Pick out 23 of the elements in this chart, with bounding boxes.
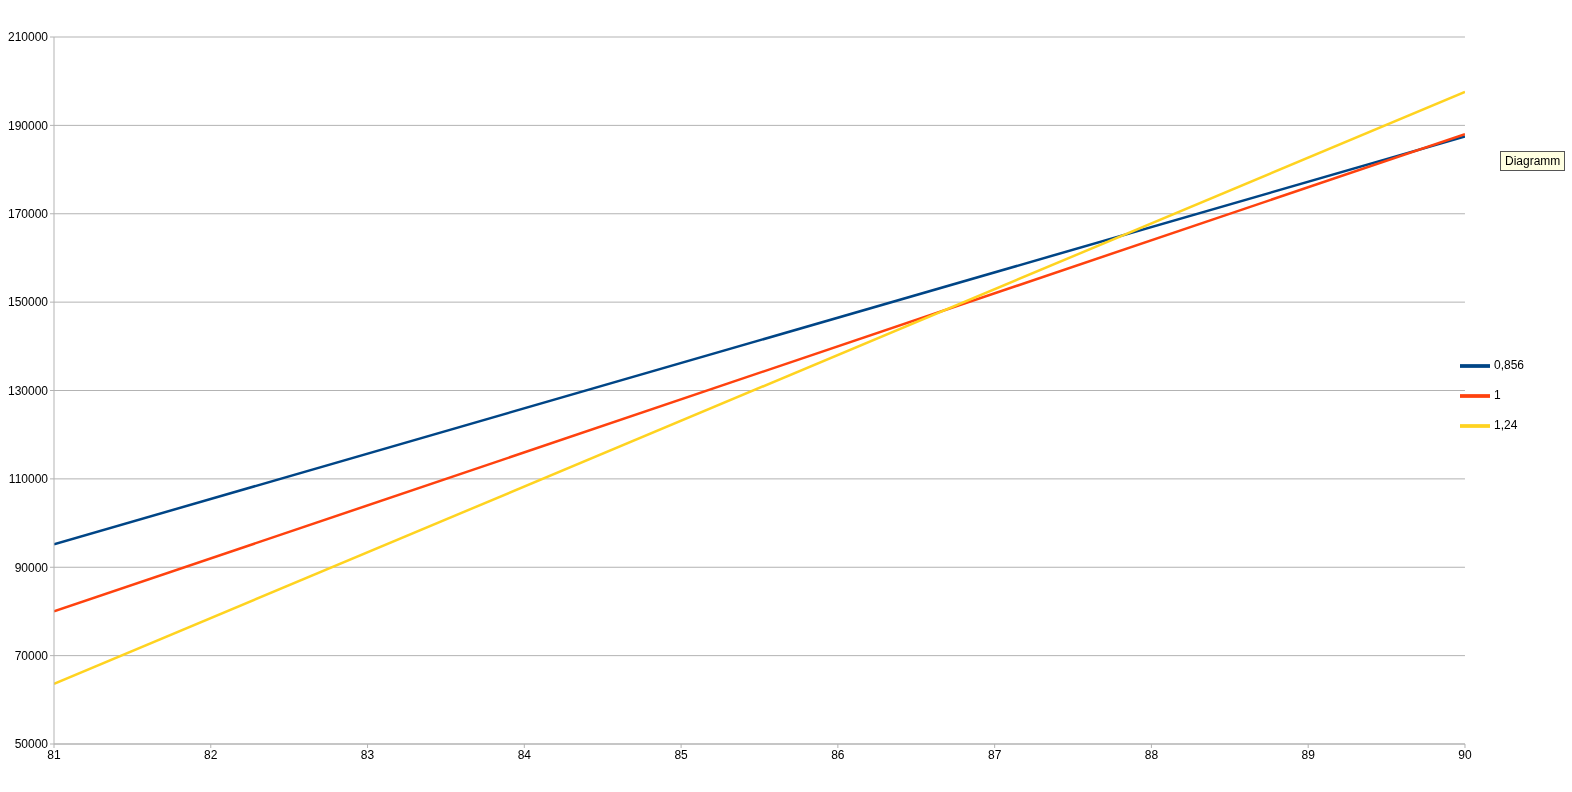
legend-label: 0,856 bbox=[1493, 358, 1524, 373]
y-tick-label: 170000 bbox=[7, 207, 49, 222]
x-tick-label: 83 bbox=[360, 747, 375, 762]
y-tick-label: 70000 bbox=[14, 648, 49, 663]
x-tick-label: 88 bbox=[1144, 747, 1159, 762]
legend-label: 1,24 bbox=[1493, 418, 1518, 433]
x-tick-label: 84 bbox=[517, 747, 532, 762]
y-tick-label: 130000 bbox=[7, 383, 49, 398]
x-tick-label: 85 bbox=[674, 747, 689, 762]
text: Diagramm bbox=[1500, 151, 1566, 171]
y-tick-label: 210000 bbox=[7, 30, 49, 45]
y-tick-label: 190000 bbox=[7, 118, 49, 133]
x-tick-label: 90 bbox=[1458, 747, 1472, 762]
legend-label: 1 bbox=[1493, 388, 1501, 403]
x-tick-label: 82 bbox=[204, 747, 218, 762]
y-tick-label: 110000 bbox=[8, 472, 49, 487]
x-tick-label: 89 bbox=[1301, 747, 1316, 762]
y-tick-label: 90000 bbox=[14, 560, 49, 575]
y-tick-label: 50000 bbox=[14, 737, 49, 752]
x-tick-label: 87 bbox=[987, 747, 1002, 762]
x-tick-label: 86 bbox=[831, 747, 845, 762]
x-tick-label: 81 bbox=[47, 747, 61, 762]
y-tick-label: 150000 bbox=[7, 295, 49, 310]
